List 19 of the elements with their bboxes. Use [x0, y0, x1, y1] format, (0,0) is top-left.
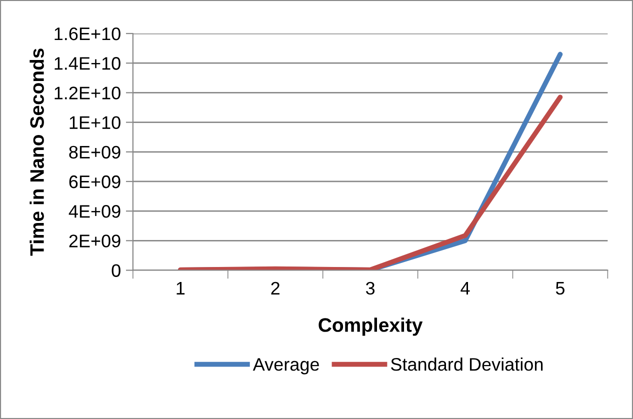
x-tick-label: 5	[556, 282, 564, 295]
y-tick-label: 0	[112, 264, 120, 277]
x-tick-label: 4	[460, 282, 470, 294]
y-tick-label: 2E+09	[69, 234, 120, 248]
y-tick-label: 4E+09	[68, 205, 120, 218]
y-axis-title: Time in Nano Seconds	[30, 48, 44, 256]
legend-label: Average	[252, 358, 319, 374]
y-tick-label: 6E+09	[69, 175, 120, 188]
x-tick-label: 2	[271, 282, 280, 294]
y-tick-label: 8E+09	[69, 146, 120, 159]
y-tick-label: 1E+10	[70, 116, 120, 130]
y-tick-label: 1.2E+10	[54, 86, 120, 100]
legend-label: Standard Deviation	[391, 358, 543, 371]
x-axis-title: Complexity	[318, 318, 423, 336]
line-series	[178, 94, 563, 270]
x-tick-label: 1	[176, 282, 185, 294]
y-tick-label: 1.4E+10	[54, 57, 120, 70]
y-tick-label: 1.6E+10	[54, 27, 120, 40]
x-tick-label: 3	[366, 282, 375, 295]
